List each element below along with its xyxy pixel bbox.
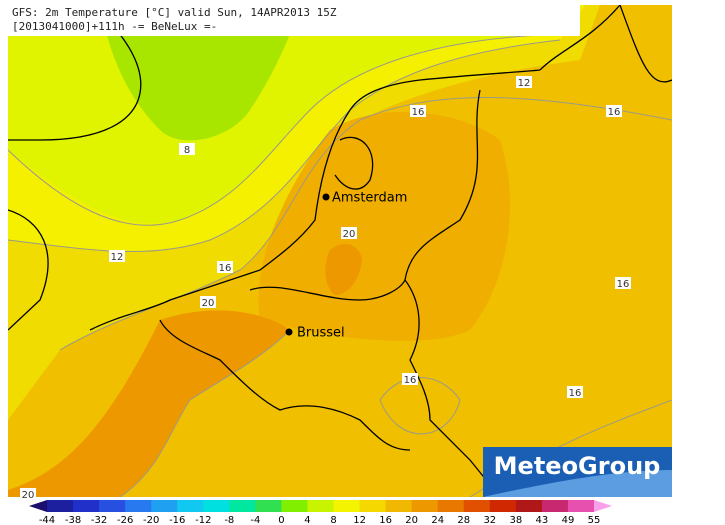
legend-tick-label: -12 <box>195 515 211 525</box>
legend-tick-label: 12 <box>353 515 366 525</box>
border <box>159 319 411 451</box>
legend-swatch <box>567 500 595 512</box>
coastline <box>619 5 672 83</box>
contour-label-box <box>567 386 583 398</box>
contour-label-box <box>20 488 36 500</box>
legend-tick-label: -26 <box>117 515 133 525</box>
contour-label: 16 <box>608 107 621 118</box>
map <box>8 5 672 497</box>
contour-label: 16 <box>219 263 232 274</box>
legend-tick-label: -44 <box>39 515 55 525</box>
legend-tick-label: 4 <box>304 515 310 525</box>
contour-label: 12 <box>111 252 124 263</box>
contour-label: 20 <box>343 229 356 240</box>
legend-tick-label: 8 <box>330 515 336 525</box>
contour-label-box <box>410 105 426 117</box>
header-line: [2013041000]+111h -= BeNeLux =- <box>12 20 217 33</box>
legend-tick-label: 32 <box>483 515 496 525</box>
contour-label-box <box>615 277 631 289</box>
contour-label-box <box>516 76 532 88</box>
legend-swatch <box>151 500 178 512</box>
legend-swatch <box>437 500 465 512</box>
legend-tick-label: 55 <box>588 515 601 525</box>
logo: MeteoGroup <box>494 452 661 480</box>
legend-swatch <box>125 500 152 512</box>
contour-label-box <box>179 143 195 155</box>
legend-swatch <box>333 500 361 512</box>
legend-cap <box>594 500 612 512</box>
contour-label-box <box>402 373 418 385</box>
legend-tick-label: 49 <box>562 515 575 525</box>
legend-tick-label: -16 <box>169 515 185 525</box>
city-label: Amsterdam <box>332 191 407 206</box>
field-8 <box>100 5 300 141</box>
city-dot <box>322 193 330 201</box>
legend-tick-label: 0 <box>278 515 284 525</box>
legend-swatch <box>359 500 387 512</box>
legend-tick-label: -4 <box>250 515 260 525</box>
border <box>404 89 501 497</box>
contour-label: 16 <box>569 388 582 399</box>
legend-tick-label: 28 <box>457 515 470 525</box>
coastline <box>8 209 49 331</box>
field-20-small <box>325 243 362 295</box>
legend-swatch <box>203 500 230 512</box>
contour-label-box <box>200 296 216 308</box>
coastline <box>334 136 374 190</box>
legend-swatch <box>177 500 204 512</box>
contour-label-box <box>606 105 622 117</box>
legend-tick-label: -8 <box>224 515 234 525</box>
contour-label: 20 <box>22 490 35 501</box>
legend-tick-label: 20 <box>405 515 418 525</box>
contour-label: 16 <box>617 279 630 290</box>
legend-swatch <box>541 500 569 512</box>
legend-cap <box>29 500 47 512</box>
header-box <box>8 5 580 36</box>
legend-tick-label: 43 <box>536 515 549 525</box>
legend: -44 -38 -32 -26 -20 -16 -12 -8 -4 0 4 8 12 16 20 24 28 32… <box>29 500 612 525</box>
legend-swatch <box>73 500 100 512</box>
legend-swatch <box>47 500 74 512</box>
legend-tick-label: 16 <box>379 515 392 525</box>
legend-swatch <box>411 500 439 512</box>
legend-swatch <box>307 500 335 512</box>
contour-label-box <box>217 261 233 273</box>
legend-swatch <box>229 500 256 512</box>
contour-labels: 12 16 16 8 12 16 20 20 16 16 16 20 <box>20 76 631 501</box>
city-label: Brussel <box>297 326 345 341</box>
coastline <box>89 69 541 331</box>
legend-swatch <box>515 500 543 512</box>
contour-label-box <box>341 227 357 239</box>
contour-label: 16 <box>404 375 417 386</box>
city-dot <box>285 328 293 336</box>
contour-label: 20 <box>202 298 215 309</box>
legend-tick-label: -20 <box>143 515 159 525</box>
isotherm <box>119 329 291 497</box>
legend-tick-label: -38 <box>65 515 81 525</box>
legend-tick-label: 24 <box>431 515 444 525</box>
legend-tick-label: 38 <box>509 515 522 525</box>
legend-swatch <box>463 500 491 512</box>
legend-swatch <box>385 500 413 512</box>
border <box>249 279 406 301</box>
field-20 <box>8 310 290 497</box>
legend-swatch <box>255 500 282 512</box>
contour-label: 8 <box>184 145 190 156</box>
legend-swatch <box>99 500 126 512</box>
contour-label: 12 <box>518 78 531 89</box>
logo-swoosh <box>483 470 672 497</box>
isotherm <box>8 34 541 226</box>
header-line: GFS: 2m Temperature [°C] valid Sun, 14AP… <box>12 6 337 19</box>
coastline <box>539 5 621 71</box>
contour-label: 16 <box>412 107 425 118</box>
legend-swatch <box>489 500 517 512</box>
field-18 <box>258 111 510 341</box>
legend-tick-label: -32 <box>91 515 107 525</box>
legend-swatch <box>281 500 308 512</box>
contour-label-box <box>109 250 125 262</box>
